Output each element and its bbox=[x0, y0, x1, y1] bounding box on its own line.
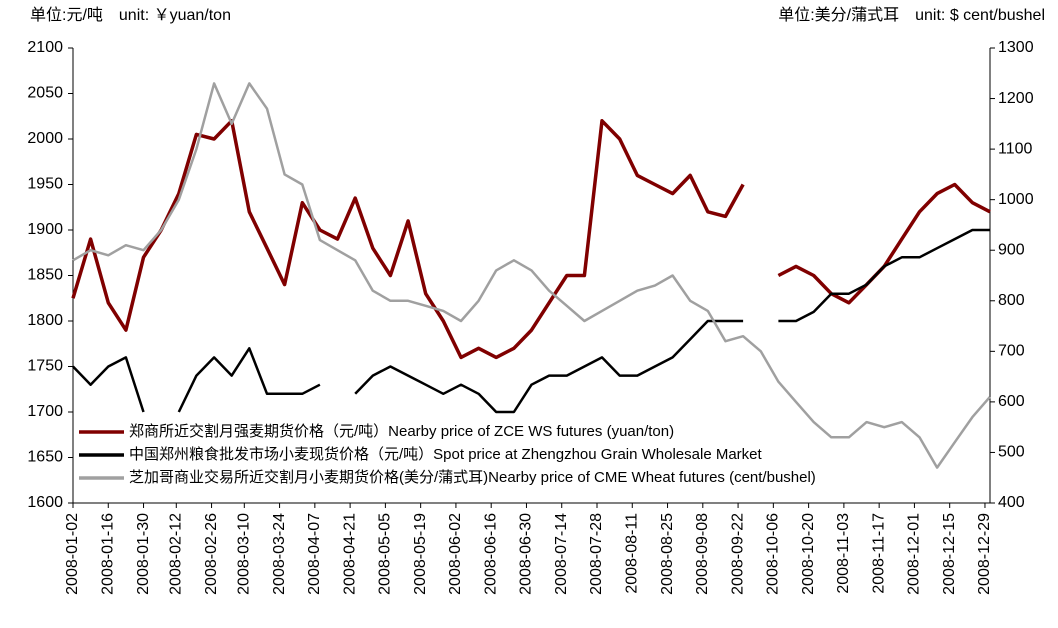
x-tick-label: 2008-02-12 bbox=[168, 513, 185, 595]
left-unit: 单位:元/吨 unit: ￥yuan/ton bbox=[30, 6, 231, 24]
x-tick-label: 2008-11-17 bbox=[870, 513, 887, 594]
y-tick-label: 2000 bbox=[27, 130, 63, 147]
y2-tick-label: 1200 bbox=[998, 90, 1034, 107]
x-tick-label: 2008-01-16 bbox=[99, 513, 116, 595]
y-tick-label: 2050 bbox=[27, 85, 63, 102]
x-tick-label: 2008-11-03 bbox=[835, 513, 852, 594]
x-tick-label: 2008-04-21 bbox=[341, 513, 358, 595]
y2-tick-label: 700 bbox=[998, 343, 1025, 360]
x-tick-label: 2008-05-05 bbox=[377, 513, 394, 595]
x-tick-label: 2008-09-08 bbox=[694, 513, 711, 595]
y2-tick-label: 1100 bbox=[998, 140, 1033, 157]
y2-tick-label: 600 bbox=[998, 393, 1025, 410]
x-tick-label: 2008-08-25 bbox=[659, 513, 676, 595]
x-tick-label: 2008-02-26 bbox=[203, 513, 220, 595]
y2-tick-label: 900 bbox=[998, 241, 1025, 258]
x-tick-label: 2008-04-07 bbox=[306, 513, 323, 595]
x-tick-label: 2008-07-14 bbox=[553, 513, 570, 595]
x-tick-label: 2008-07-28 bbox=[588, 513, 605, 595]
x-tick-label: 2008-06-16 bbox=[482, 513, 499, 595]
x-tick-label: 2008-01-02 bbox=[64, 513, 81, 595]
y-tick-label: 1950 bbox=[27, 176, 63, 193]
x-tick-label: 2008-12-01 bbox=[906, 513, 923, 595]
x-tick-label: 2008-08-11 bbox=[623, 513, 640, 594]
x-tick-label: 2008-12-29 bbox=[976, 513, 993, 595]
series-line bbox=[72, 82, 991, 469]
legend-label: 中国郑州粮食批发市场小麦现货价格（元/吨）Spot price at Zheng… bbox=[129, 446, 763, 463]
x-tick-label: 2008-03-24 bbox=[271, 513, 288, 595]
x-tick-label: 2008-09-22 bbox=[729, 513, 746, 595]
y2-tick-label: 1300 bbox=[998, 39, 1034, 56]
x-tick-label: 2008-12-15 bbox=[941, 513, 958, 595]
legend-label: 郑商所近交割月强麦期货价格（元/吨）Nearby price of ZCE WS… bbox=[129, 422, 674, 440]
y2-tick-label: 800 bbox=[998, 292, 1025, 309]
x-tick-label: 2008-05-19 bbox=[412, 513, 429, 595]
x-tick-label: 2008-06-02 bbox=[447, 513, 464, 595]
y-tick-label: 1650 bbox=[27, 449, 63, 466]
y-tick-label: 1700 bbox=[27, 403, 63, 420]
y-tick-label: 1750 bbox=[27, 358, 63, 375]
series-line bbox=[71, 119, 991, 360]
x-tick-label: 2008-03-10 bbox=[236, 513, 253, 595]
y2-tick-label: 500 bbox=[998, 444, 1025, 461]
y-tick-label: 1600 bbox=[27, 494, 63, 511]
y-tick-label: 1800 bbox=[27, 312, 63, 329]
y-tick-label: 1850 bbox=[27, 267, 63, 284]
y-tick-label: 2100 bbox=[27, 39, 63, 56]
x-tick-label: 2008-06-30 bbox=[518, 513, 535, 595]
x-tick-label: 2008-01-30 bbox=[135, 513, 152, 595]
y2-tick-label: 1000 bbox=[998, 191, 1034, 208]
series-line bbox=[72, 228, 990, 414]
y-tick-label: 1900 bbox=[27, 221, 63, 238]
y2-tick-label: 400 bbox=[998, 494, 1025, 511]
x-tick-label: 2008-10-20 bbox=[800, 513, 817, 595]
right-unit: 单位:美分/蒲式耳 unit: $ cent/bushel bbox=[778, 6, 1045, 24]
x-tick-label: 2008-10-06 bbox=[765, 513, 782, 595]
legend-label: 芝加哥商业交易所近交割月小麦期货价格(美分/蒲式耳)Nearby price o… bbox=[129, 468, 816, 486]
